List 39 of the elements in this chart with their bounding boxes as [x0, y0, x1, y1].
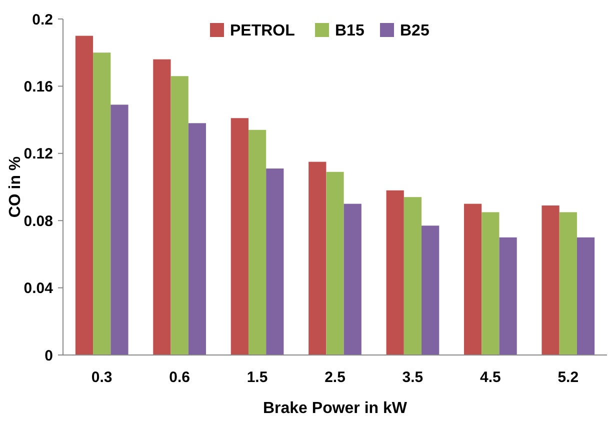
- bar: [386, 190, 404, 355]
- bar: [248, 130, 266, 355]
- bar: [326, 172, 344, 355]
- bar: [482, 212, 500, 355]
- x-tick-label: 1.5: [246, 369, 268, 386]
- bar: [344, 204, 362, 355]
- x-axis-title: Brake Power in kW: [262, 400, 408, 417]
- bar: [93, 52, 111, 355]
- bar: [542, 205, 560, 355]
- x-tick-label: 0.3: [91, 369, 112, 386]
- bar: [404, 197, 422, 355]
- bar: [559, 212, 577, 355]
- y-tick-label: 0: [44, 347, 53, 364]
- bar: [75, 36, 94, 355]
- x-tick-label: 0.6: [169, 369, 190, 386]
- y-tick-label: 0.04: [24, 280, 54, 298]
- bar: [266, 168, 284, 355]
- y-tick-label: 0.08: [24, 212, 53, 230]
- bar: [308, 162, 326, 355]
- y-tick-label: 0.2: [32, 11, 53, 28]
- x-tick-label: 2.5: [324, 369, 346, 386]
- x-tick-label: 5.2: [558, 369, 579, 386]
- bar: [230, 118, 248, 355]
- legend-label: B25: [400, 22, 430, 40]
- y-tick-label: 0.12: [24, 146, 53, 163]
- x-tick-label: 4.5: [480, 369, 501, 386]
- bar: [422, 226, 440, 355]
- bar: [110, 104, 128, 355]
- bar: [499, 237, 517, 355]
- legend-label: PETROL: [230, 22, 296, 40]
- bar: [170, 76, 188, 355]
- bar: [188, 123, 206, 355]
- bar: [576, 237, 595, 355]
- y-tick-label: 0.16: [24, 78, 53, 96]
- bar: [464, 204, 482, 355]
- x-tick-label: 3.5: [402, 369, 424, 386]
- bar: [153, 59, 171, 355]
- y-axis-title: CO in %: [7, 156, 24, 218]
- legend-label: B15: [335, 22, 364, 40]
